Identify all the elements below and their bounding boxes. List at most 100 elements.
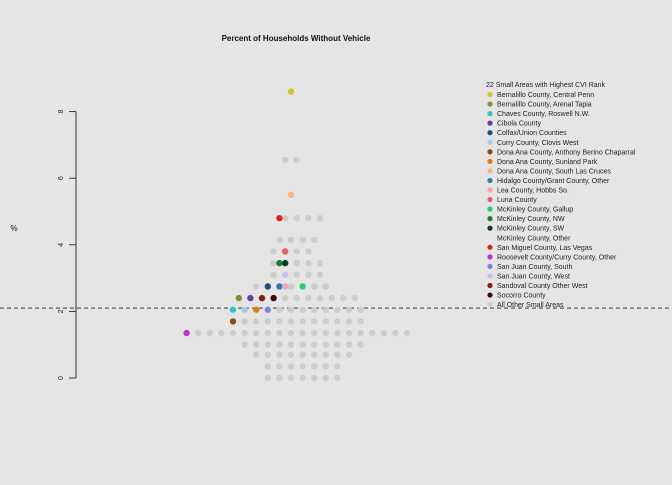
background-point <box>270 259 277 267</box>
legend-label: Curry County, Clovis West <box>497 140 578 147</box>
background-point <box>253 318 260 325</box>
background-point <box>293 214 300 222</box>
background-point <box>299 236 306 244</box>
background-point <box>299 341 306 348</box>
background-point <box>270 248 277 255</box>
background-point <box>264 329 271 337</box>
background-point <box>351 294 358 302</box>
background-point <box>253 329 260 337</box>
background-point <box>322 351 329 358</box>
legend-marker <box>487 139 493 145</box>
background-points <box>195 156 411 382</box>
background-point <box>287 363 295 370</box>
background-point <box>276 329 283 337</box>
legend-marker <box>487 292 493 298</box>
background-point <box>345 351 353 358</box>
background-point <box>311 351 318 358</box>
background-point <box>293 271 300 278</box>
background-point <box>206 329 213 337</box>
legend-marker <box>487 302 493 308</box>
background-point <box>305 248 312 255</box>
legend-marker <box>487 149 493 155</box>
background-point <box>276 236 283 244</box>
background-point <box>305 214 312 222</box>
point-colfax-union-counties <box>264 283 271 290</box>
legend-marker <box>487 206 493 212</box>
background-point <box>311 236 318 244</box>
point-dona-ana-county-sunland-park <box>253 306 260 313</box>
background-point <box>253 351 260 358</box>
legend-label: Dona Ana County, Anthony Berino Chaparra… <box>497 149 636 156</box>
legend-label: McKinley County, NW <box>497 216 565 223</box>
background-point <box>293 294 300 302</box>
background-point <box>282 214 289 222</box>
background-point <box>299 306 306 313</box>
background-point <box>264 351 271 358</box>
background-point <box>322 341 329 348</box>
legend-label: Hidalgo County/Grant County, Other <box>497 178 610 185</box>
background-point <box>293 259 300 267</box>
background-point <box>369 329 376 337</box>
background-point <box>311 341 318 348</box>
background-point <box>357 306 364 313</box>
background-point <box>380 329 387 337</box>
background-point <box>264 318 271 325</box>
background-point <box>287 329 295 337</box>
background-point <box>276 351 283 358</box>
background-point <box>264 363 271 370</box>
background-point <box>334 351 341 358</box>
legend-marker <box>487 225 493 231</box>
background-point <box>276 374 283 382</box>
y-tick-label: 8 <box>58 110 65 114</box>
background-point <box>340 294 347 302</box>
legend-label: Bernalillo County, Central Penn <box>497 92 594 99</box>
point-hidalgo-county-grant-county-other <box>276 283 283 290</box>
legend-label: Bernalillo County, Arenal Tapia <box>497 102 592 109</box>
legend-label: Colfax/Union Counties <box>497 130 567 137</box>
legend-marker <box>487 120 493 126</box>
background-point <box>287 236 295 244</box>
y-tick-label: 0 <box>58 376 65 380</box>
chart-title: Percent of Households Without Vehicle <box>222 34 371 43</box>
background-point <box>282 294 289 302</box>
background-point <box>253 341 260 348</box>
background-point <box>322 306 329 313</box>
legend-marker <box>487 244 493 250</box>
background-point <box>316 259 324 267</box>
background-point <box>305 271 312 278</box>
legend-label: McKinley County, Gallup <box>497 207 573 214</box>
legend-label: Dona Ana County, Sunland Park <box>497 159 598 166</box>
legend-label: All Other Small Areas <box>497 302 564 309</box>
background-point <box>305 259 312 267</box>
background-point <box>392 329 399 337</box>
background-point <box>345 306 353 313</box>
legend-label: Socorro County <box>497 293 546 300</box>
point-bernalillo-county-arenal-tapia <box>235 294 242 302</box>
highlighted-points <box>183 88 306 337</box>
point-san-juan-county-south <box>264 306 271 313</box>
point-dona-ana-county-south-las-cruces <box>287 191 295 199</box>
legend-label: Sandoval County Other West <box>497 283 588 290</box>
legend: 22 Small Areas with Highest CVI Rank Ber… <box>486 82 636 309</box>
background-point <box>357 329 364 337</box>
background-point <box>287 374 295 382</box>
background-point <box>293 156 300 164</box>
background-point <box>287 341 295 348</box>
background-point <box>311 329 318 337</box>
background-point <box>334 306 341 313</box>
background-point <box>322 283 329 290</box>
legend-marker <box>487 101 493 107</box>
legend-marker <box>487 273 493 279</box>
background-point <box>334 318 341 325</box>
legend-marker <box>487 216 493 222</box>
background-point <box>270 271 277 278</box>
point-luna-county <box>282 248 289 255</box>
point-sandoval-county-other-west <box>258 294 266 302</box>
background-point <box>276 363 283 370</box>
background-point <box>299 318 306 325</box>
background-point <box>299 329 306 337</box>
background-point <box>241 341 248 348</box>
background-point <box>322 363 329 370</box>
